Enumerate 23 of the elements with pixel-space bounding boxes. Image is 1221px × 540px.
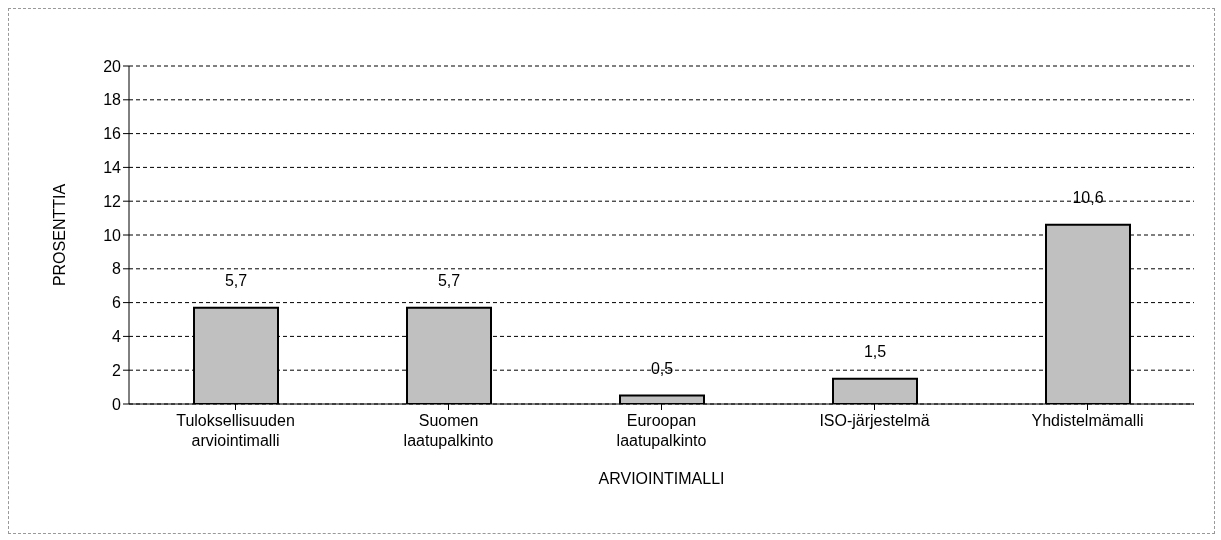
x-tick-label: Suomen laatupalkinto (403, 412, 494, 449)
data-label: 5,7 (437, 271, 461, 289)
x-tick-label: Tuloksellisuuden arviointimalli (176, 412, 295, 449)
y-tick-label: 18 (103, 91, 122, 109)
data-label: 5,7 (224, 271, 248, 289)
y-tick-label: 20 (103, 57, 122, 75)
y-tick-label: 4 (112, 328, 122, 346)
y-tick-label: 16 (103, 125, 122, 143)
data-label: 1,5 (863, 342, 887, 360)
x-tick-label: ISO-järjestelmä (819, 412, 930, 429)
y-tick-label: 10 (103, 226, 122, 244)
x-tick-label: Euroopan laatupalkinto (616, 412, 707, 449)
data-label: 10,6 (1072, 188, 1104, 206)
y-tick-label: 12 (103, 192, 122, 210)
y-tick-label: 6 (112, 294, 122, 312)
y-tick-label: 0 (112, 395, 122, 413)
x-tick-label: Yhdistelmämalli (1031, 412, 1144, 429)
data-label: 0,5 (650, 359, 674, 377)
y-tick-label: 2 (112, 361, 122, 379)
x-axis-title: ARVIOINTIMALLI (598, 470, 725, 487)
y-axis-title: PROSENTTIA (50, 183, 68, 287)
y-tick-label: 8 (112, 260, 122, 278)
y-tick-label: 14 (103, 159, 122, 177)
